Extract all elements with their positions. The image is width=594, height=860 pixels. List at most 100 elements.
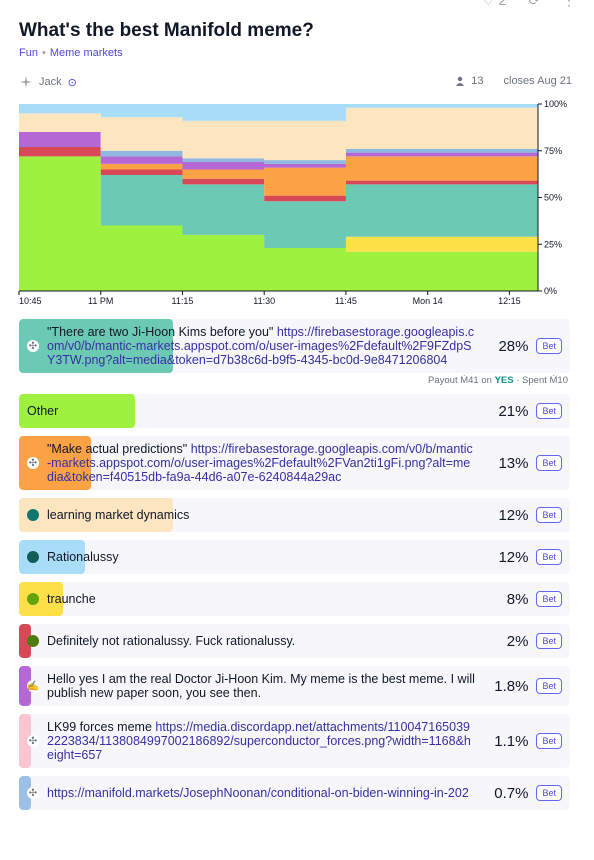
- repost-icon[interactable]: ⟳: [528, 0, 540, 8]
- answer-row[interactable]: traunche 8% Bet: [19, 582, 570, 616]
- series-area-5: [19, 132, 538, 170]
- probability-bar: [19, 582, 63, 616]
- probability-bar: [19, 714, 31, 768]
- answer-avatar: ✍: [26, 680, 40, 692]
- bet-button[interactable]: Bet: [536, 733, 562, 749]
- creator[interactable]: Jack ⊙: [19, 75, 77, 89]
- tag-meme-markets[interactable]: Meme markets: [49, 47, 123, 59]
- bet-button[interactable]: Bet: [536, 338, 562, 354]
- close-date: closes Aug 21: [503, 75, 573, 87]
- answer-row[interactable]: ✣ https://manifold.markets/JosephNoonan/c…: [19, 776, 570, 810]
- answer-avatar: ✣: [27, 735, 39, 747]
- answer-title: Other: [27, 404, 59, 418]
- answer-link[interactable]: https://firebasestorage.googleapis.com/v…: [47, 442, 473, 484]
- payout-label: Payout: [428, 375, 458, 386]
- answer-title: "There are two Ji-Hoon Kims before you": [47, 325, 274, 339]
- probability-bar: [19, 666, 31, 706]
- answer-link[interactable]: https://firebasestorage.googleapis.com/v…: [47, 325, 475, 367]
- answer-row[interactable]: learning market dynamics 12% Bet: [19, 498, 570, 532]
- more-icon[interactable]: ⋮: [562, 0, 576, 8]
- answer-avatar: [27, 635, 39, 647]
- answer-list: ✣ "There are two Ji-Hoon Kims before you"…: [19, 319, 570, 818]
- answer-avatar: [27, 509, 39, 521]
- answer-title: "Make actual predictions": [47, 442, 188, 456]
- x-tick-label: 11:30: [253, 296, 275, 306]
- answer-row[interactable]: Other 21% Bet: [19, 394, 570, 428]
- tag-fun[interactable]: Fun: [19, 47, 38, 59]
- answer-probability: 1.1%: [494, 732, 529, 750]
- answer-link[interactable]: https://media.discordapp.net/attachments…: [47, 720, 471, 762]
- traders-count: 13: [471, 75, 484, 87]
- probability-bar: [19, 394, 135, 428]
- answer-text: Rationalussy: [47, 550, 476, 564]
- series-area-2: [19, 156, 538, 248]
- verified-icon: ⊙: [67, 76, 77, 89]
- y-tick-label: 0%: [544, 286, 557, 296]
- answer-row[interactable]: ✣ "Make actual predictions" https://fireb…: [19, 436, 570, 490]
- answer-title: Rationalussy: [47, 550, 119, 564]
- answer-text: Other: [27, 404, 476, 418]
- probability-bar: [19, 624, 31, 658]
- answer-avatar: [27, 551, 39, 563]
- series-area-0: [19, 156, 538, 291]
- answer-text: https://manifold.markets/JosephNoonan/co…: [47, 786, 476, 800]
- user-icon: [456, 76, 465, 86]
- x-tick-label: 11 PM: [88, 296, 113, 306]
- x-tick-label: 11:45: [335, 296, 357, 306]
- answer-avatar: ✣: [27, 787, 39, 799]
- answer-row[interactable]: ✣ LK99 forces meme https://media.discorda…: [19, 714, 570, 768]
- answer-probability: 21%: [498, 402, 529, 420]
- answer-avatar: ✣: [27, 340, 39, 352]
- probability-bar: [19, 498, 173, 532]
- answer-text: Definitely not rationalussy. Fuck ration…: [47, 634, 476, 648]
- series-area-4: [19, 147, 538, 196]
- y-tick-label: 75%: [544, 146, 562, 156]
- payout-on: on: [481, 375, 492, 386]
- series-area-6: [19, 132, 538, 164]
- answer-title: learning market dynamics: [47, 508, 190, 522]
- bet-button[interactable]: Bet: [536, 591, 562, 607]
- topic-tags: Fun • Meme markets: [19, 47, 123, 59]
- answer-probability: 12%: [498, 548, 529, 566]
- answer-title: traunche: [47, 592, 96, 606]
- answer-title: Definitely not rationalussy. Fuck ration…: [47, 634, 296, 648]
- probability-chart[interactable]: 10:45 11 PM 11:15 11:30 11:45 Mon 14 12:15 0% 25…: [0, 98, 594, 310]
- market-title: What's the best Manifold meme?: [19, 20, 314, 41]
- bet-button[interactable]: Bet: [536, 549, 562, 565]
- answer-link[interactable]: https://manifold.markets/JosephNoonan/co…: [47, 786, 469, 800]
- answer-avatar: [27, 593, 39, 605]
- y-tick-label: 100%: [544, 99, 567, 109]
- bet-button[interactable]: Bet: [536, 785, 562, 801]
- y-tick-label: 25%: [544, 239, 562, 249]
- x-tick-label: Mon 14: [413, 296, 443, 306]
- probability-bar: [19, 776, 31, 810]
- answer-row[interactable]: ✣ "There are two Ji-Hoon Kims before you"…: [19, 319, 570, 373]
- x-tick-label: 10:45: [19, 296, 42, 306]
- spent-amount: Ṁ10: [549, 375, 568, 386]
- avatar: [20, 76, 32, 88]
- heart-icon[interactable]: ♡ 2: [482, 0, 506, 9]
- series-area-7: [19, 107, 538, 161]
- top-actions: ♡ 2 ⟳ ⋮: [482, 0, 576, 9]
- bet-button[interactable]: Bet: [536, 633, 562, 649]
- answer-row[interactable]: Definitely not rationalussy. Fuck ration…: [19, 624, 570, 658]
- answer-probability: 13%: [498, 454, 529, 472]
- answer-probability: 12%: [498, 506, 529, 524]
- bet-button[interactable]: Bet: [536, 403, 562, 419]
- bet-button[interactable]: Bet: [536, 507, 562, 523]
- answer-text: "Make actual predictions" https://fireba…: [47, 442, 476, 484]
- creator-name: Jack: [39, 76, 62, 88]
- answer-row[interactable]: ✍ Hello yes I am the real Doctor Ji-Hoon …: [19, 666, 570, 706]
- spent-label: Spent: [522, 375, 547, 386]
- answer-row[interactable]: Rationalussy 12% Bet: [19, 540, 570, 574]
- x-tick-label: 12:15: [498, 296, 521, 306]
- answer-title: LK99 forces meme: [47, 720, 152, 734]
- answer-probability: 8%: [506, 590, 529, 608]
- answer-probability: 28%: [498, 337, 529, 355]
- bet-button[interactable]: Bet: [536, 455, 562, 471]
- market-stats: 13 closes Aug 21: [455, 75, 572, 87]
- series-area-3: [19, 147, 538, 202]
- bet-button[interactable]: Bet: [536, 678, 562, 694]
- series-area-8: [19, 104, 538, 121]
- y-tick-label: 50%: [544, 193, 562, 203]
